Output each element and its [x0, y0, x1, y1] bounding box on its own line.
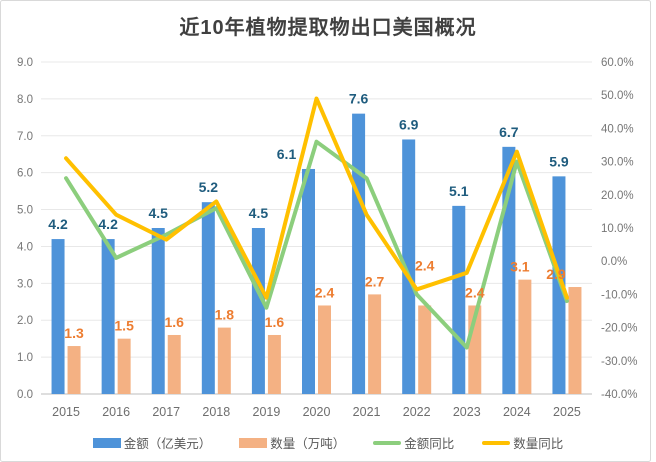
- value-label-amount-2025: 5.9: [549, 153, 569, 169]
- legend-label-quantity-yoy: 数量同比: [513, 437, 564, 451]
- right-axis-label: 60.0%: [601, 57, 634, 69]
- value-label-amount-2019: 4.5: [249, 205, 269, 221]
- x-axis-label-2017: 2017: [152, 405, 180, 419]
- bar-amount-2019[interactable]: [251, 228, 265, 394]
- value-label-amount-2015: 4.2: [48, 216, 68, 232]
- legend-item-amount-yoy[interactable]: 金额同比: [373, 433, 454, 452]
- value-label-quantity-2017: 1.6: [164, 314, 184, 330]
- right-axis-label: -20.0%: [601, 323, 637, 335]
- value-label-quantity-2025: 2.9: [546, 266, 566, 282]
- value-label-amount-2020: 6.1: [277, 146, 297, 162]
- legend-label-amount: 金额（亿美元）: [123, 437, 212, 451]
- left-axis-label: 3.0: [17, 278, 33, 290]
- left-axis-label: 9.0: [17, 57, 33, 69]
- left-axis-label: 8.0: [17, 94, 33, 106]
- value-label-amount-2023: 5.1: [449, 183, 469, 199]
- x-axis-label-2019: 2019: [253, 405, 281, 419]
- bar-amount-2020[interactable]: [302, 168, 315, 394]
- legend-label-quantity: 数量（万吨）: [270, 437, 346, 451]
- value-label-amount-2021: 7.6: [349, 91, 369, 107]
- value-label-quantity-2015: 1.3: [64, 325, 84, 341]
- bar-amount-2022[interactable]: [402, 139, 416, 394]
- x-axis-label-2022: 2022: [403, 405, 431, 419]
- value-label-quantity-2016: 1.5: [114, 318, 134, 334]
- x-axis-label-2024: 2024: [503, 405, 531, 419]
- value-label-amount-2017: 4.5: [148, 205, 168, 221]
- left-axis-label: 2.0: [17, 315, 33, 327]
- right-axis-label: 0.0%: [601, 256, 627, 268]
- x-axis-label-2018: 2018: [202, 405, 230, 419]
- left-axis-label: 7.0: [17, 131, 33, 143]
- value-label-amount-2022: 6.9: [399, 116, 419, 132]
- chart-title: 近10年植物提取物出口美国概况: [179, 17, 477, 39]
- left-axis-label: 0.0: [17, 389, 33, 401]
- bar-amount-2016[interactable]: [101, 239, 115, 394]
- value-label-amount-2018: 5.2: [199, 179, 219, 195]
- right-axis-label: 50.0%: [601, 90, 634, 102]
- bar-amount-2017[interactable]: [151, 228, 165, 394]
- legend-swatch-quantity-yoy: [482, 440, 511, 445]
- x-axis-label-2021: 2021: [353, 405, 381, 419]
- legend-swatch-quantity: [239, 437, 268, 448]
- left-axis-label: 6.0: [17, 168, 33, 180]
- right-axis-label: 30.0%: [601, 157, 634, 169]
- right-axis-label: 10.0%: [601, 223, 634, 235]
- bar-quantity-2020[interactable]: [318, 305, 331, 394]
- legend-item-quantity[interactable]: 数量（万吨）: [239, 433, 345, 452]
- bar-amount-2025[interactable]: [552, 176, 566, 394]
- x-axis-label-2015: 2015: [52, 405, 80, 419]
- x-axis-label-2025: 2025: [553, 405, 581, 419]
- line-quantity-yoy[interactable]: [64, 96, 569, 300]
- legend-item-quantity-yoy[interactable]: 数量同比: [482, 433, 563, 452]
- value-label-quantity-2022: 2.4: [415, 257, 435, 273]
- bar-amount-2023[interactable]: [452, 205, 466, 394]
- x-axis-label-2016: 2016: [102, 405, 130, 419]
- left-axis-label: 4.0: [17, 241, 33, 253]
- right-axis-label: 20.0%: [601, 190, 634, 202]
- value-label-quantity-2020: 2.4: [315, 284, 335, 300]
- bar-quantity-2017[interactable]: [167, 334, 181, 394]
- bar-amount-2021[interactable]: [352, 113, 366, 395]
- bar-quantity-2025[interactable]: [568, 287, 582, 394]
- left-axis-label: 5.0: [17, 205, 33, 217]
- value-label-quantity-2018: 1.8: [215, 307, 235, 323]
- bar-amount-2018[interactable]: [201, 202, 215, 394]
- left-axis-label: 1.0: [17, 352, 33, 364]
- bar-quantity-2018[interactable]: [217, 327, 231, 394]
- right-axis-label: -40.0%: [601, 389, 637, 401]
- bar-amount-2015[interactable]: [51, 239, 65, 394]
- value-label-quantity-2021: 2.7: [365, 273, 385, 289]
- right-axis-label: 40.0%: [601, 123, 634, 135]
- legend-item-amount[interactable]: 金额（亿美元）: [92, 433, 212, 452]
- legend-swatch-amount: [92, 437, 121, 448]
- value-label-quantity-2024: 3.1: [510, 259, 530, 275]
- value-label-quantity-2019: 1.6: [265, 314, 285, 330]
- value-label-amount-2016: 4.2: [98, 216, 118, 232]
- right-axis-label: -30.0%: [601, 356, 637, 368]
- bar-quantity-2022[interactable]: [418, 305, 432, 394]
- legend: 金额（亿美元） 数量（万吨） 金额同比 数量同比: [0, 433, 656, 452]
- bar-quantity-2016[interactable]: [117, 338, 131, 394]
- bar-quantity-2024[interactable]: [518, 279, 532, 394]
- value-label-amount-2024: 6.7: [499, 124, 519, 140]
- bar-quantity-2021[interactable]: [368, 294, 382, 394]
- value-label-quantity-2023: 2.4: [465, 284, 485, 300]
- x-axis-label-2023: 2023: [453, 405, 481, 419]
- bar-quantity-2015[interactable]: [67, 346, 81, 394]
- bar-quantity-2019[interactable]: [267, 334, 281, 394]
- line-amount-yoy[interactable]: [64, 139, 569, 350]
- right-axis-label: -10.0%: [601, 289, 637, 301]
- legend-swatch-amount-yoy: [373, 440, 402, 445]
- x-axis-label-2020: 2020: [303, 405, 331, 419]
- legend-label-amount-yoy: 金额同比: [404, 437, 455, 451]
